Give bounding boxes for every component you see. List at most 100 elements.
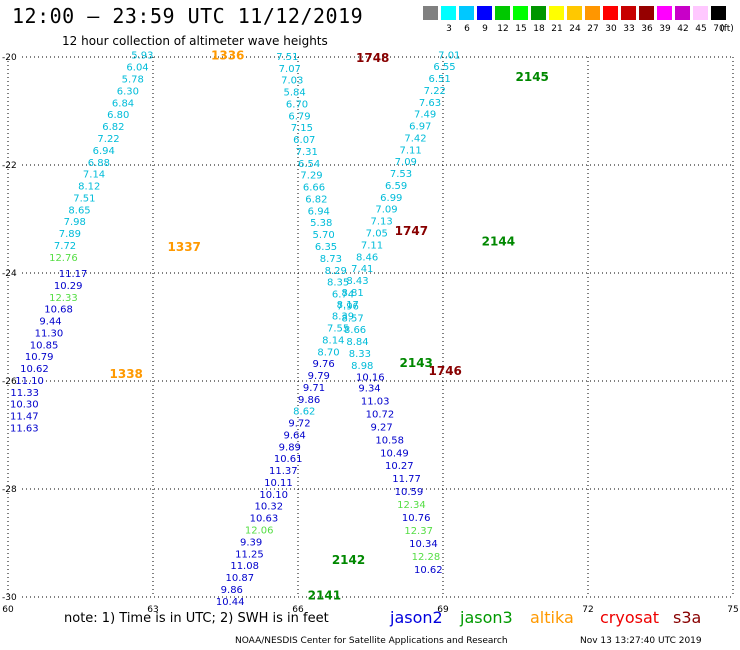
axis-ticks: 60 63 66 69 72 75 -20 -22 -24 -26 -28 -30 <box>2 53 739 615</box>
wave-height-value: 8.62 <box>293 407 315 418</box>
latitude-tick-label: -26 <box>2 377 17 387</box>
wave-height-value: 11.08 <box>230 561 259 572</box>
wave-height-value: 9.34 <box>358 383 380 394</box>
wave-height-value: 7.03 <box>281 76 303 87</box>
wave-height-value: 5.78 <box>122 75 144 86</box>
color-swatch <box>585 6 600 20</box>
wave-height-value: 8.57 <box>342 313 364 324</box>
pass-label: 1337 <box>168 240 201 254</box>
wave-height-value: 9.64 <box>284 430 306 441</box>
map-title: 12:00 – 23:59 UTC 11/12/2019 <box>12 4 364 28</box>
wave-height-value: 6.84 <box>112 98 134 109</box>
color-swatch <box>495 6 510 20</box>
color-scale-label: 42 <box>677 24 689 34</box>
color-swatch <box>603 6 618 20</box>
color-scale-label: 33 <box>623 24 635 34</box>
wave-height-value: 6.94 <box>308 206 330 217</box>
wave-height-value: 7.53 <box>390 169 412 180</box>
wave-height-value: 12.33 <box>49 293 78 304</box>
color-scale-label: 6 <box>464 24 470 34</box>
wave-height-value: 5.84 <box>284 88 306 99</box>
wave-height-value: 12.06 <box>245 526 274 537</box>
wave-height-value: 7.51 <box>73 193 95 204</box>
color-scale-label: 39 <box>659 24 671 34</box>
satellite-s3a: s3a <box>673 608 702 627</box>
wave-height-value: 8.35 <box>327 278 349 289</box>
color-scale-label: 12 <box>497 24 509 34</box>
footer-timestamp: Nov 13 13:27:40 UTC 2019 <box>580 636 702 646</box>
color-scale-unit: (ft) <box>720 24 734 34</box>
wave-height-value: 10.27 <box>385 461 414 472</box>
wave-height-value: 6.74 <box>332 290 354 301</box>
latitude-tick-label: -28 <box>2 485 17 495</box>
wave-height-value: 10.59 <box>395 487 424 498</box>
wave-height-value: 11.03 <box>361 396 390 407</box>
wave-height-value: 9.44 <box>39 317 61 328</box>
wave-height-value: 9.71 <box>303 383 325 394</box>
color-swatch <box>657 6 672 20</box>
wave-height-value: 12.76 <box>49 253 78 264</box>
wave-height-value: 7.41 <box>351 264 373 275</box>
map-subtitle: 12 hour collection of altimeter wave hei… <box>62 34 328 48</box>
longitude-tick-label: 69 <box>437 605 449 615</box>
wave-height-value: 10.63 <box>250 514 279 525</box>
wave-height-value: 7.11 <box>361 240 383 251</box>
wave-height-value: 12.34 <box>397 500 426 511</box>
wave-height-value: 6.51 <box>429 74 451 85</box>
wave-height-value: 6.97 <box>409 122 431 133</box>
wave-height-value: 6.30 <box>117 86 139 97</box>
pass-label: 2143 <box>400 356 433 370</box>
wave-height-value: 9.72 <box>288 419 310 430</box>
wave-height-value: 10.29 <box>54 281 83 292</box>
wave-height-value: 7.13 <box>371 217 393 228</box>
wave-height-value: 7.98 <box>64 217 86 228</box>
color-swatch <box>513 6 528 20</box>
wave-height-value: 7.42 <box>404 133 426 144</box>
wave-height-value: 10.16 <box>356 373 385 384</box>
grid-lines <box>7 56 734 598</box>
satellite-altika: altika <box>530 608 574 627</box>
color-swatch <box>621 6 636 20</box>
wave-height-value: 8.65 <box>68 205 90 216</box>
pass-label: 1748 <box>356 51 389 65</box>
wave-height-value: 10.61 <box>274 454 303 465</box>
color-swatch <box>567 6 582 20</box>
color-scale-label: 3 <box>446 24 452 34</box>
wave-height-value: 6.82 <box>305 194 327 205</box>
wave-height-value: 10.58 <box>375 435 404 446</box>
color-scale-label: 36 <box>641 24 653 34</box>
wave-height-value: 8.29 <box>325 266 347 277</box>
wave-height-value: 6.35 <box>315 242 337 253</box>
wave-height-value: 5.70 <box>313 230 335 241</box>
wave-height-value: 10.32 <box>255 502 284 513</box>
wave-height-value: 6.99 <box>380 193 402 204</box>
satellite-jason2: jason2 <box>390 608 443 627</box>
wave-height-value: 10.49 <box>380 448 409 459</box>
wave-height-value: 10.11 <box>264 478 293 489</box>
wave-height-value: 9.39 <box>240 537 262 548</box>
color-swatch <box>549 6 564 20</box>
wave-height-value: 8.81 <box>342 288 364 299</box>
wave-height-value: 8.43 <box>346 276 368 287</box>
wave-height-value: 10.79 <box>25 352 54 363</box>
satellite-jason3: jason3 <box>460 608 513 627</box>
wave-height-value: 11.30 <box>35 328 64 339</box>
wave-height-value: 10.30 <box>10 400 39 411</box>
wave-height-value: 6.80 <box>107 110 129 121</box>
color-swatch <box>711 6 726 20</box>
wave-height-value: 9.79 <box>308 371 330 382</box>
wave-height-value: 6.88 <box>88 158 110 169</box>
wave-height-value: 10.85 <box>30 340 59 351</box>
color-swatch <box>477 6 492 20</box>
longitude-tick-label: 63 <box>147 605 158 615</box>
wave-height-value: 7.07 <box>279 64 301 75</box>
color-scale-label: 18 <box>533 24 545 34</box>
wave-height-value: 11.33 <box>10 388 39 399</box>
color-swatch <box>531 6 546 20</box>
wave-height-value: 9.89 <box>279 442 301 453</box>
wave-height-value: 11.37 <box>269 466 298 477</box>
longitude-tick-label: 66 <box>292 605 304 615</box>
wave-height-value: 8.46 <box>356 252 378 263</box>
color-scale-label: 9 <box>482 24 488 34</box>
